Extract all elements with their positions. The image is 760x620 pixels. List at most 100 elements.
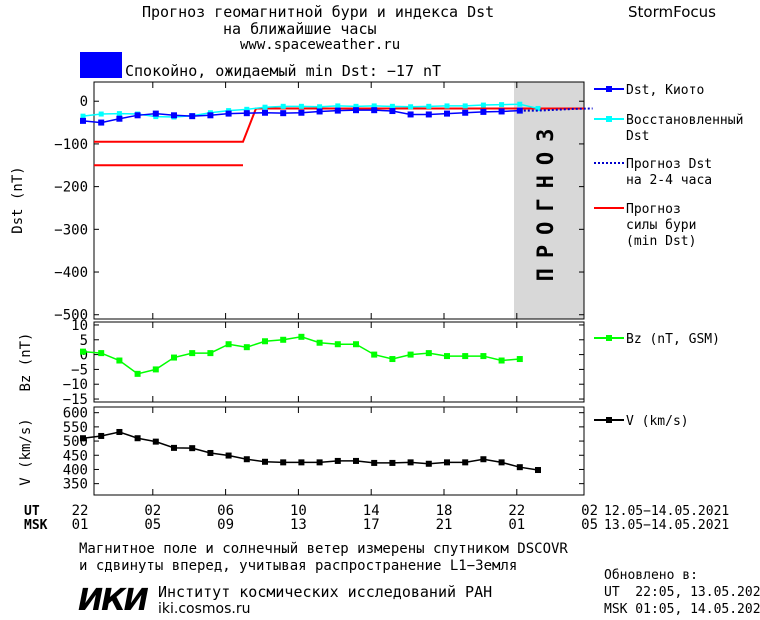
v-point (207, 449, 214, 456)
y-tick-label: 0 (80, 348, 88, 364)
legend-restored-line2: Dst (626, 129, 649, 144)
ut-axis-label: UT (24, 504, 40, 519)
bz-point (480, 353, 487, 360)
dst-kyoto-point (134, 112, 141, 119)
y-tick-label: −200 (54, 180, 88, 196)
restored-dst-point (80, 113, 86, 119)
v-point (389, 459, 396, 466)
v-point (462, 459, 469, 466)
ut-tick-label: 10 (290, 503, 307, 519)
dst-kyoto-point (262, 109, 268, 116)
dst-kyoto-point (371, 107, 378, 114)
v-point (516, 464, 523, 471)
bz-point (134, 370, 141, 377)
msk-tick-label: 21 (436, 517, 453, 533)
restored-dst-point (426, 103, 432, 109)
v-point (371, 459, 378, 466)
restored-dst-point (98, 111, 104, 117)
status-color-box (80, 52, 122, 78)
legend-storm-line2: силы бури (626, 218, 696, 233)
bz-point (189, 350, 196, 357)
ut-date-range: 12.05−14.05.2021 (604, 504, 729, 519)
bz-point (353, 341, 359, 348)
v-point (535, 467, 541, 474)
storm-forecast-lines (94, 107, 584, 167)
dst-kyoto-point (334, 107, 341, 114)
dst-kyoto-point (189, 113, 196, 120)
v-point (407, 459, 414, 466)
bz-point (262, 338, 268, 345)
restored-dst-point (517, 101, 523, 107)
dst-kyoto-point (480, 108, 487, 115)
source-url: www.spaceweather.ru (240, 37, 401, 53)
bz-point (80, 348, 86, 355)
v-point (353, 457, 359, 464)
updated-ut: UT 22:05, 13.05.2021 (604, 585, 760, 600)
institute-link[interactable]: iki.cosmos.ru (158, 601, 251, 617)
v-point (262, 458, 268, 465)
dst-kyoto-point (80, 117, 86, 124)
status-text: Спокойно, ожидаемый min Dst: −17 nT (125, 62, 442, 80)
dst-kyoto-point (498, 108, 505, 115)
v-point (152, 438, 159, 445)
restored-dst-point (244, 106, 250, 112)
legend-dst-kyoto-marker (606, 86, 612, 92)
v-axis-label: V (km/s) (18, 418, 34, 485)
legend-storm-line3: (min Dst) (626, 234, 696, 249)
restored-dst-point (499, 102, 505, 108)
bz-point (516, 356, 523, 363)
forecast-dst-line (519, 107, 593, 112)
y-tick-label: 0 (80, 94, 88, 110)
dst-kyoto-point (207, 112, 214, 119)
bz-point (298, 333, 305, 340)
dst-kyoto-point (425, 111, 432, 118)
msk-tick-label: 17 (363, 517, 380, 533)
v-point (298, 459, 305, 466)
updated-label: Обновлено в: (604, 568, 698, 583)
page-title-line1: Прогноз геомагнитной бури и индекса Dst (142, 3, 495, 21)
note-line2: и сдвинуты вперед, учитывая распростране… (79, 558, 518, 574)
forecast-band (514, 82, 584, 319)
page-title-line2: на ближайшие часы (223, 20, 377, 38)
bz-point (371, 351, 378, 358)
ut-tick-label: 02 (144, 503, 161, 519)
ut-tick-label: 22 (72, 503, 89, 519)
ut-tick-label: 14 (363, 503, 380, 519)
series-layer (80, 101, 593, 474)
legend-v-marker (606, 417, 612, 423)
bz-point (444, 353, 450, 360)
bz-point (389, 356, 396, 363)
y-tick-label: −100 (54, 137, 88, 153)
y-tick-label: −5 (71, 362, 88, 378)
y-tick-label: 400 (63, 462, 88, 478)
y-tick-label: −10 (63, 377, 88, 393)
v-point (116, 428, 123, 435)
restored-dst-point (116, 111, 122, 117)
v-point (480, 456, 487, 463)
dst-kyoto-point (98, 119, 105, 126)
restored-dst-point (262, 104, 268, 110)
bz-point (407, 351, 414, 358)
legend-restored-marker (606, 116, 612, 122)
bz-point (243, 344, 250, 351)
v-point (189, 445, 196, 452)
dst-kyoto-point (152, 110, 159, 117)
bz-point (316, 339, 323, 346)
y-tick-label: 350 (63, 477, 88, 493)
restored-dst-point (408, 104, 414, 110)
restored-dst-point (444, 103, 450, 109)
dst-kyoto-point (171, 112, 177, 119)
v-point (98, 432, 105, 439)
legend-v: V (km/s) (626, 414, 689, 429)
axis-ticks: 0−100−200−300−400−5001050−5−10−156005505… (54, 82, 584, 495)
dst-axis-label: Dst (nT) (10, 166, 26, 233)
bz-point (116, 357, 123, 364)
msk-tick-label: 13 (290, 517, 307, 533)
dst-kyoto-point (316, 108, 323, 115)
bz-point (498, 357, 505, 364)
dst-kyoto-point (225, 110, 232, 117)
dst-kyoto-point (462, 109, 469, 116)
msk-tick-label: 05 (581, 517, 598, 533)
iki-logo: ИКИ (78, 583, 149, 618)
